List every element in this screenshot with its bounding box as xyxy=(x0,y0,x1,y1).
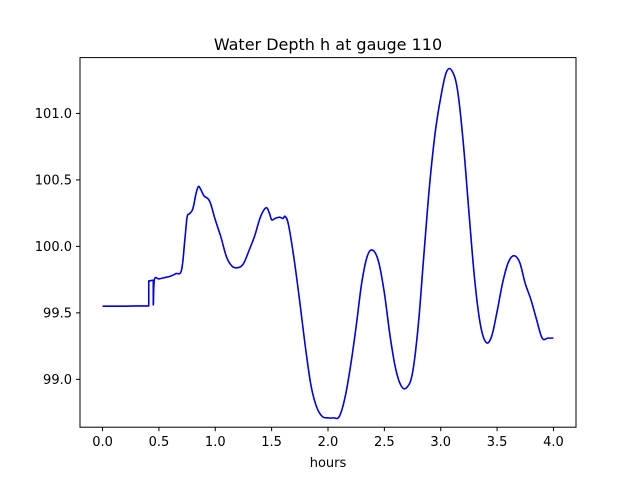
chart-title: Water Depth h at gauge 110 xyxy=(214,35,442,54)
x-axis-label: hours xyxy=(310,456,347,471)
x-tick-label: 4.0 xyxy=(543,435,564,450)
x-tick-label: 2.5 xyxy=(374,435,395,450)
x-tick-label: 1.5 xyxy=(261,435,282,450)
x-tick-label: 1.0 xyxy=(205,435,226,450)
y-tick-label: 100.5 xyxy=(35,173,72,188)
x-tick-label: 2.0 xyxy=(318,435,339,450)
y-tick-label: 101.0 xyxy=(35,107,72,122)
x-tick-label: 3.0 xyxy=(430,435,451,450)
y-tick-label: 99.5 xyxy=(43,306,72,321)
y-axis: 99.0 99.5 100.0 100.5 101.0 xyxy=(35,107,80,388)
x-axis: 0.0 0.5 1.0 1.5 2.0 2.5 3.0 3.5 4.0 xyxy=(92,427,564,450)
x-tick-label: 0.0 xyxy=(92,435,113,450)
x-tick-label: 3.5 xyxy=(487,435,508,450)
y-tick-label: 100.0 xyxy=(35,240,72,255)
y-tick-label: 99.0 xyxy=(43,373,72,388)
x-tick-label: 0.5 xyxy=(149,435,170,450)
series-line xyxy=(102,67,554,420)
